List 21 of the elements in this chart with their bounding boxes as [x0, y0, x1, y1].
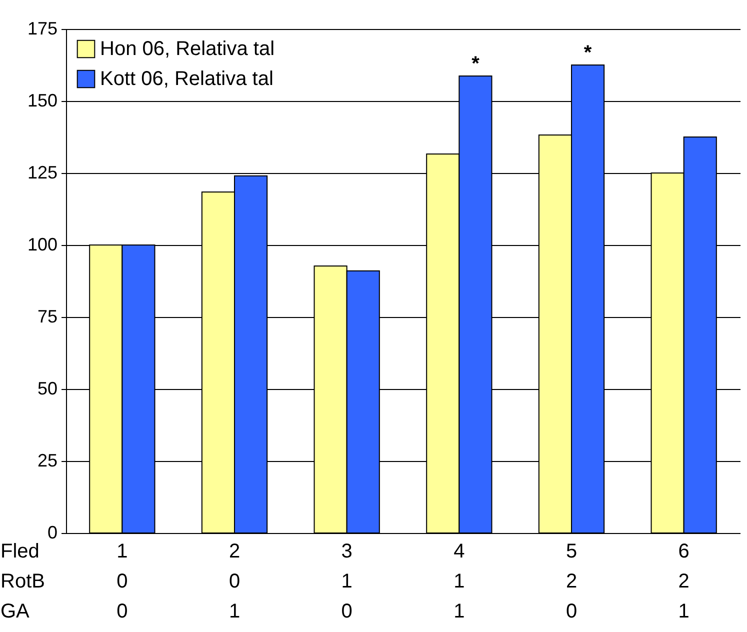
annotation: * [584, 42, 592, 64]
annotation: * [472, 52, 480, 75]
y-tick-label: 50 [37, 378, 58, 398]
legend-label: Kott 06, Relativa tal [100, 68, 274, 90]
x-tick-label: 3 1 0 [341, 540, 352, 622]
y-tick-label: 0 [47, 522, 58, 542]
y-tick-label: 100 [27, 234, 58, 254]
x-tick-label: 2 0 1 [228, 540, 240, 622]
y-tick-label: 25 [37, 450, 58, 470]
x-tick-label: 4 1 1 [454, 540, 465, 622]
text: GA [0, 600, 30, 622]
x-tick-label: 1 0 0 [116, 540, 128, 622]
legend-label: Hon 06, Relativa tal [100, 38, 275, 60]
y-tick-label: 125 [27, 162, 58, 182]
y-tick-label: 75 [37, 306, 58, 326]
y-tick-label: 175 [27, 18, 58, 38]
x-tick-label: 6 2 1 [678, 540, 690, 622]
text: RotB [0, 570, 45, 592]
x-tick-label: 5 2 0 [566, 540, 578, 622]
text: Fled [0, 540, 40, 562]
y-tick-label: 150 [27, 90, 58, 110]
